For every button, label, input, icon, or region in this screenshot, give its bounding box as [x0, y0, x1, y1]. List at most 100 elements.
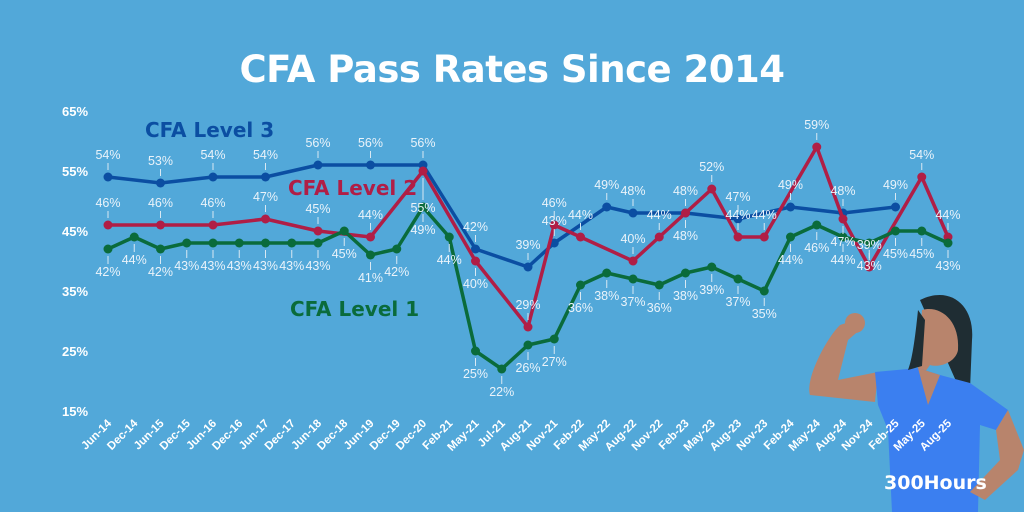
- data-label: 49%: [594, 178, 619, 192]
- data-point: [523, 340, 533, 350]
- data-label: 22%: [489, 385, 514, 399]
- data-label: 40%: [620, 232, 645, 246]
- data-label: 46%: [200, 196, 225, 210]
- data-label: 43%: [305, 259, 330, 273]
- data-point: [366, 160, 375, 170]
- data-label: 44%: [725, 208, 750, 222]
- data-point: [891, 202, 900, 212]
- series-label-level-1: CFA Level 1: [290, 297, 419, 321]
- y-tick-label: 55%: [62, 164, 88, 179]
- data-label: 48%: [620, 184, 645, 198]
- data-label: 48%: [830, 184, 855, 198]
- series-label-level-3: CFA Level 3: [145, 118, 274, 142]
- data-label: 54%: [95, 148, 120, 162]
- data-label: 59%: [804, 118, 829, 132]
- data-label: 43%: [200, 259, 225, 273]
- data-label: 44%: [122, 253, 147, 267]
- data-label: 46%: [542, 196, 567, 210]
- data-point: [208, 172, 218, 182]
- data-point: [576, 232, 585, 242]
- data-point: [523, 322, 533, 332]
- data-label: 43%: [935, 259, 960, 273]
- y-axis: 15% 25% 35% 45% 55% 65%: [62, 104, 88, 419]
- data-point: [418, 202, 428, 212]
- data-point: [103, 244, 113, 254]
- data-label: 39%: [857, 238, 882, 252]
- data-point: [707, 262, 717, 272]
- data-label: 36%: [568, 301, 593, 315]
- data-point: [523, 262, 533, 272]
- data-point: [261, 172, 270, 182]
- data-label: 43%: [857, 259, 882, 273]
- data-label: 39%: [515, 238, 540, 252]
- data-label: 37%: [620, 295, 645, 309]
- data-label: 35%: [752, 307, 777, 321]
- data-point: [864, 262, 874, 272]
- data-point: [759, 286, 769, 296]
- data-point: [156, 244, 165, 254]
- data-label: 27%: [542, 355, 567, 369]
- data-point: [943, 238, 953, 248]
- data-label: 45%: [909, 247, 934, 261]
- data-point: [786, 202, 795, 212]
- chart-title: CFA Pass Rates Since 2014: [239, 48, 785, 91]
- data-point: [602, 202, 612, 212]
- data-point: [733, 274, 743, 284]
- series-cfa-level-1: [103, 202, 953, 374]
- data-label: 26%: [515, 361, 540, 375]
- data-point: [576, 280, 585, 290]
- data-label: 46%: [804, 241, 829, 255]
- data-label: 44%: [437, 253, 462, 267]
- data-label: 54%: [200, 148, 225, 162]
- data-label: 44%: [935, 208, 960, 222]
- data-label: 45%: [305, 202, 330, 216]
- y-tick-label: 35%: [62, 284, 88, 299]
- data-point: [838, 214, 848, 224]
- data-label: 42%: [95, 265, 120, 279]
- data-label: 45%: [883, 247, 908, 261]
- data-label: 43%: [227, 259, 252, 273]
- data-point: [471, 244, 480, 254]
- data-label: 48%: [673, 184, 698, 198]
- data-point: [759, 232, 769, 242]
- data-label: 49%: [883, 178, 908, 192]
- data-point: [261, 238, 270, 248]
- data-point: [891, 226, 900, 236]
- data-label: 38%: [673, 289, 698, 303]
- data-label: 43%: [542, 214, 567, 228]
- data-label: 54%: [253, 148, 278, 162]
- data-point: [812, 142, 822, 152]
- data-point: [208, 238, 218, 248]
- data-point: [287, 238, 297, 248]
- data-label: 56%: [358, 136, 383, 150]
- data-label: 44%: [830, 253, 855, 267]
- data-point: [261, 214, 270, 224]
- data-label: 43%: [174, 259, 199, 273]
- data-point: [654, 280, 664, 290]
- data-label: 43%: [279, 259, 304, 273]
- data-label: 56%: [410, 136, 435, 150]
- data-point: [103, 172, 113, 182]
- data-point: [182, 238, 192, 248]
- data-point: [602, 268, 612, 278]
- data-point: [313, 226, 323, 236]
- data-label: 37%: [725, 295, 750, 309]
- data-label: 49%: [778, 178, 803, 192]
- series-line: [108, 145, 950, 329]
- series-label-level-2: CFA Level 2: [288, 176, 417, 200]
- data-label: 46%: [95, 196, 120, 210]
- data-label: 46%: [148, 196, 173, 210]
- data-point: [628, 208, 638, 218]
- data-label: 44%: [358, 208, 383, 222]
- woman-flexing-illustration: [809, 294, 1024, 512]
- data-point: [812, 220, 822, 230]
- data-label: 47%: [253, 190, 278, 204]
- data-label: 38%: [594, 289, 619, 303]
- data-label: 29%: [515, 298, 540, 312]
- data-label: 49%: [410, 223, 435, 237]
- data-label: 42%: [148, 265, 173, 279]
- data-point: [392, 244, 402, 254]
- data-labels: 54% 53% 54% 54%56% 56% 56%42%39%43%49% 48% 48% 4…: [95, 118, 960, 399]
- data-point: [549, 220, 559, 230]
